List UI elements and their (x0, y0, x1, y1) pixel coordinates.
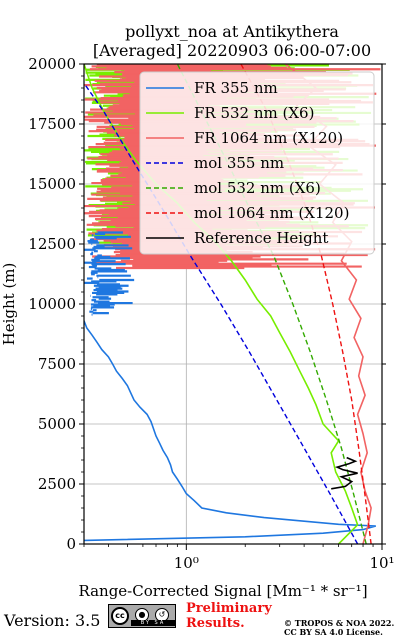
y-tick-label: 20000 (28, 55, 76, 73)
version-label: Version: 3.5 (4, 611, 101, 630)
y-tick-label: 7500 (38, 355, 76, 373)
legend-entry-label: FR 355 nm (194, 79, 278, 97)
preliminary-notice: Preliminary Results. (186, 601, 272, 631)
y-tick-label: 15000 (28, 175, 76, 193)
y-tick-label: 5000 (38, 415, 76, 433)
legend-entry-label: mol 355 nm (194, 154, 284, 172)
y-tick-label: 2500 (38, 475, 76, 493)
copyright-line-1: © TROPOS & NOA 2022. (284, 618, 395, 628)
x-axis-label: Range-Corrected Signal [Mm⁻¹ * sr⁻¹] (78, 582, 367, 600)
x-tick-label: 10⁰ (174, 554, 199, 572)
series-line-mol-355-nm (84, 82, 359, 544)
series-line-fr-355-nm (84, 320, 377, 542)
preliminary-line-2: Results. (186, 616, 245, 631)
legend-entry-label: mol 532 nm (X6) (194, 179, 321, 197)
chart-subtitle: [Averaged] 20220903 06:00-07:00 (92, 41, 372, 60)
cc-icon: cc (111, 607, 129, 625)
series-line-reference-height (331, 456, 358, 490)
cc-strip-label: BY SA (131, 620, 175, 626)
copyright-notice: © TROPOS & NOA 2022. CC BY SA 4.0 Licens… (284, 619, 394, 637)
y-tick-label: 0 (66, 535, 76, 553)
cc-license-badge: cc ● ↺ BY SA (108, 604, 176, 628)
preliminary-line-1: Preliminary (186, 601, 272, 616)
legend-entry-label: Reference Height (194, 229, 328, 247)
chart-title: pollyxt_noa at Antikythera (125, 22, 339, 41)
legend-entry-label: FR 532 nm (X6) (194, 104, 314, 122)
y-tick-label: 12500 (28, 235, 76, 253)
chart-svg: 0 2500 5000 7500 10000 12500 15000 17500 20000 10… (0, 55, 395, 600)
y-axis-label: Height (m) (0, 263, 18, 346)
series-line-fr-532-nm-x6 (84, 64, 359, 544)
copyright-line-2: CC BY SA 4.0 License. (284, 627, 383, 637)
legend-box (139, 71, 375, 255)
legend-entry-label: mol 1064 nm (X120) (194, 204, 349, 222)
y-tick-label: 10000 (28, 295, 76, 313)
y-tick-label: 17500 (28, 115, 76, 133)
legend-entry-label: FR 1064 nm (X120) (194, 129, 343, 147)
x-tick-label: 10¹ (369, 554, 394, 572)
